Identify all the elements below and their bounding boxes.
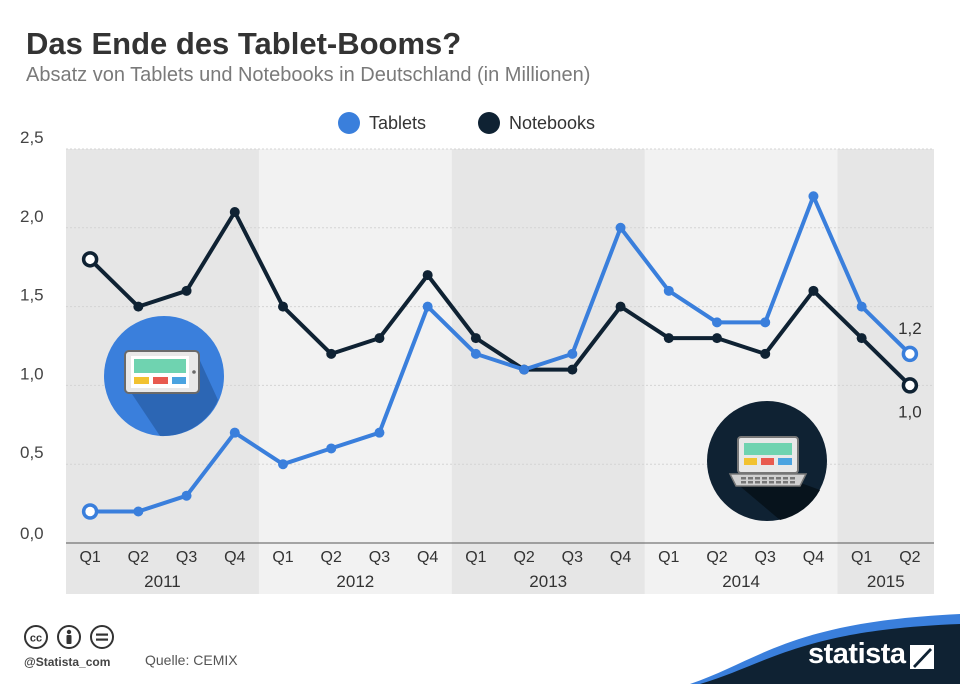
chart-title: Das Ende des Tablet-Booms? bbox=[26, 26, 462, 61]
data-point bbox=[326, 443, 337, 454]
data-point bbox=[278, 459, 288, 470]
statista-handle: @Statista_com bbox=[24, 655, 111, 669]
x-tick-label: Q2 bbox=[321, 549, 342, 566]
by-icon bbox=[57, 625, 81, 649]
x-tick-label: Q4 bbox=[610, 549, 631, 566]
x-tick-label: Q3 bbox=[369, 549, 390, 566]
data-point bbox=[81, 251, 99, 268]
data-point bbox=[422, 301, 433, 312]
data-point bbox=[901, 345, 919, 363]
series-line-tablets bbox=[90, 194, 912, 514]
data-point bbox=[374, 427, 385, 438]
source-label: Quelle: CEMIX bbox=[145, 652, 238, 668]
data-point bbox=[663, 285, 674, 296]
data-point bbox=[133, 506, 144, 517]
nd-icon bbox=[90, 625, 114, 649]
y-tick-label: 1,5 bbox=[20, 286, 44, 305]
statista-logo-icon bbox=[910, 645, 934, 669]
data-point bbox=[856, 301, 867, 312]
x-tick-label: Q1 bbox=[658, 549, 679, 566]
data-point bbox=[567, 348, 578, 359]
legend-marker bbox=[478, 112, 500, 134]
data-point bbox=[663, 333, 674, 344]
x-tick-label: Q1 bbox=[851, 549, 872, 566]
data-label: 1,2 bbox=[898, 319, 922, 338]
legend-label: Notebooks bbox=[509, 113, 595, 133]
data-point bbox=[374, 333, 385, 344]
x-tick-label: Q4 bbox=[803, 549, 824, 566]
year-label: 2011 bbox=[144, 572, 181, 591]
data-point bbox=[567, 364, 578, 375]
year-label: 2013 bbox=[529, 572, 567, 591]
data-point bbox=[615, 222, 626, 233]
x-tick-label: Q3 bbox=[562, 549, 583, 566]
x-tick-label: Q4 bbox=[417, 549, 438, 566]
year-label: 2015 bbox=[867, 572, 905, 591]
data-point bbox=[712, 317, 722, 328]
x-tick-label: Q3 bbox=[755, 549, 776, 566]
year-label: 2012 bbox=[336, 572, 374, 591]
data-point bbox=[229, 427, 240, 438]
license-icons: cc bbox=[24, 624, 124, 655]
data-point bbox=[229, 207, 240, 218]
data-point bbox=[470, 348, 481, 359]
data-point bbox=[181, 285, 192, 296]
y-tick-label: 0,5 bbox=[20, 443, 44, 462]
y-tick-label: 2,0 bbox=[20, 207, 44, 226]
data-point bbox=[615, 301, 626, 312]
y-tick-label: 2,5 bbox=[20, 128, 44, 147]
year-label: 2014 bbox=[722, 572, 760, 591]
data-point bbox=[760, 317, 771, 328]
data-point bbox=[422, 270, 433, 281]
x-tick-label: Q3 bbox=[176, 549, 197, 566]
x-tick-label: Q2 bbox=[706, 549, 727, 566]
data-point bbox=[856, 333, 867, 344]
svg-text:cc: cc bbox=[30, 633, 42, 645]
data-point bbox=[326, 348, 337, 359]
y-tick-label: 1,0 bbox=[20, 364, 44, 383]
x-tick-label: Q4 bbox=[224, 549, 245, 566]
tablet-icon bbox=[104, 316, 224, 437]
x-tick-label: Q1 bbox=[272, 549, 293, 566]
chart-subtitle: Absatz von Tablets und Notebooks in Deut… bbox=[26, 64, 591, 86]
brand-band bbox=[700, 624, 960, 684]
data-point bbox=[519, 364, 530, 375]
statista-brand[interactable]: statista bbox=[808, 638, 906, 670]
data-point bbox=[808, 191, 819, 202]
data-point bbox=[133, 301, 144, 312]
data-point bbox=[278, 301, 288, 312]
x-tick-label: Q2 bbox=[899, 549, 920, 566]
x-tick-label: Q2 bbox=[128, 549, 149, 566]
data-point bbox=[760, 348, 771, 359]
x-tick-label: Q1 bbox=[465, 549, 486, 566]
data-point bbox=[901, 377, 919, 394]
data-point bbox=[808, 285, 819, 296]
legend-label: Tablets bbox=[369, 113, 426, 133]
laptop-icon bbox=[707, 401, 827, 521]
data-label: 1,0 bbox=[898, 402, 922, 421]
data-point bbox=[470, 333, 481, 344]
y-tick-label: 0,0 bbox=[20, 524, 44, 543]
x-tick-label: Q2 bbox=[513, 549, 534, 566]
x-tick-label: Q1 bbox=[79, 549, 100, 566]
cc-icon: cc bbox=[24, 625, 48, 649]
data-point bbox=[181, 490, 192, 501]
year-band bbox=[837, 149, 934, 594]
legend-marker bbox=[338, 112, 360, 134]
series-line-notebooks bbox=[88, 210, 912, 387]
data-point bbox=[712, 333, 722, 344]
data-point bbox=[81, 503, 99, 520]
